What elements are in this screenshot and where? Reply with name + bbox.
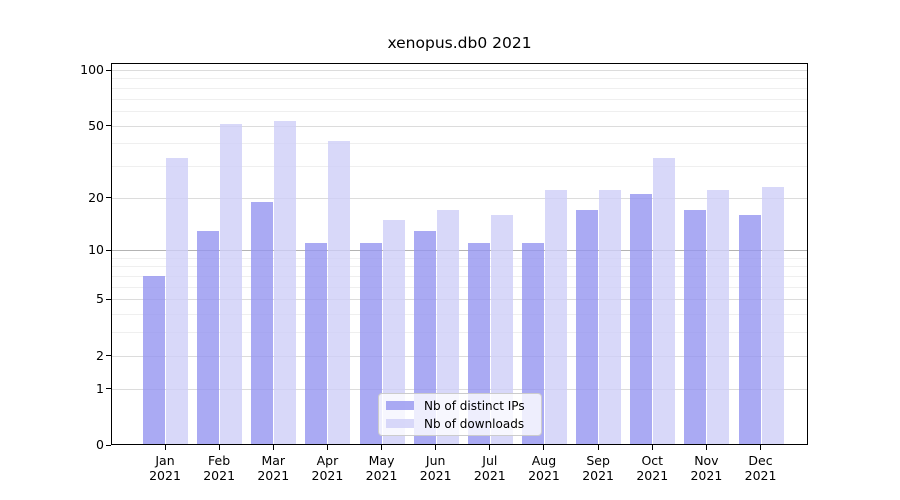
bar-downloads-feb: [220, 123, 243, 444]
gridline-minor-90: [112, 78, 807, 80]
x-tick-mark-mar: [272, 445, 274, 450]
y-tick-label-10: 10: [88, 242, 104, 258]
bar-downloads-jun: [436, 210, 459, 444]
y-tick-label-0: 0: [96, 437, 104, 452]
gridline-major-20: [112, 197, 807, 199]
gridline-minor-3: [112, 332, 807, 334]
gridline-minor-8: [112, 266, 807, 268]
bar-downloads-nov: [707, 190, 730, 444]
legend-swatch-downloads: [386, 419, 414, 428]
gridline-minor-60: [112, 110, 807, 112]
y-tick-label-100: 100: [80, 62, 104, 77]
gridline-minor-7: [112, 276, 807, 278]
bar-downloads-aug: [544, 190, 567, 444]
y-tick-label-2: 2: [96, 347, 104, 363]
bar-downloads-mar: [274, 120, 297, 444]
bar-downloads-sep: [599, 190, 622, 444]
bar-downloads-jan: [166, 158, 188, 444]
plot-area: [111, 63, 808, 445]
bar-distinct-ips-may: [359, 243, 382, 444]
x-tick-label-nov: Nov 2021: [690, 453, 723, 483]
y-tick-mark-20: [106, 197, 111, 199]
bar-downloads-may: [382, 219, 405, 444]
x-tick-label-jul: Jul 2021: [473, 453, 506, 483]
bar-downloads-jul: [490, 214, 513, 444]
gridline-minor-70: [112, 98, 807, 100]
bar-distinct-ips-sep: [576, 210, 599, 444]
bar-distinct-ips-oct: [630, 193, 653, 444]
y-tick-label-20: 20: [88, 189, 104, 205]
x-tick-mark-may: [381, 445, 383, 450]
gridline-minor-4: [112, 314, 807, 316]
bar-distinct-ips-feb: [197, 230, 220, 444]
x-tick-label-jan: Jan 2021: [149, 453, 181, 483]
y-tick-mark-2: [106, 355, 111, 357]
x-tick-label-feb: Feb 2021: [203, 453, 236, 483]
bar-distinct-ips-nov: [684, 210, 707, 444]
x-tick-mark-jun: [435, 445, 437, 450]
x-tick-mark-aug: [543, 445, 545, 450]
bar-downloads-oct: [653, 158, 676, 444]
x-tick-label-jun: Jun 2021: [419, 453, 452, 483]
gridline-minor-6: [112, 286, 807, 288]
x-tick-label-may: May 2021: [365, 453, 398, 483]
x-tick-mark-sep: [597, 445, 599, 450]
x-tick-mark-apr: [326, 445, 328, 450]
y-tick-mark-0: [106, 444, 111, 446]
chart-title: xenopus.db0 2021: [387, 34, 532, 52]
y-tick-label-5: 5: [96, 291, 104, 307]
legend-swatch-distinct-ips: [386, 401, 414, 410]
y-tick-mark-100: [106, 69, 111, 71]
gridline-major-50: [112, 125, 807, 127]
x-tick-mark-nov: [705, 445, 707, 450]
bar-distinct-ips-dec: [738, 214, 761, 444]
gridline-minor-80: [112, 87, 807, 89]
y-tick-label-50: 50: [88, 117, 104, 133]
x-tick-mark-feb: [218, 445, 220, 450]
gridline-major-100: [112, 70, 807, 71]
x-tick-label-mar: Mar 2021: [257, 453, 290, 483]
gridline-major-1: [112, 388, 807, 390]
x-tick-mark-dec: [760, 445, 762, 450]
gridline-major-5: [112, 299, 807, 301]
legend-label-distinct-ips: Nb of distinct IPs: [424, 398, 525, 413]
x-tick-label-dec: Dec 2021: [744, 453, 777, 483]
legend-item-downloads: Nb of downloads: [379, 415, 541, 432]
x-tick-mark-oct: [651, 445, 653, 450]
y-tick-mark-1: [106, 388, 111, 390]
legend-label-downloads: Nb of downloads: [424, 416, 525, 431]
y-tick-mark-10: [106, 249, 111, 251]
gridline-major-10: [112, 250, 807, 252]
bar-downloads-dec: [761, 186, 784, 444]
bar-downloads-apr: [328, 141, 351, 444]
x-tick-mark-jul: [489, 445, 491, 450]
legend: Nb of distinct IPs Nb of downloads: [378, 393, 542, 436]
x-tick-mark-jan: [164, 445, 166, 450]
x-tick-label-sep: Sep 2021: [582, 453, 615, 483]
gridline-minor-9: [112, 257, 807, 259]
gridline-minor-40: [112, 143, 807, 145]
y-tick-mark-50: [106, 125, 111, 127]
bar-distinct-ips-jan: [143, 276, 165, 444]
bar-distinct-ips-mar: [251, 201, 274, 444]
x-tick-label-apr: Apr 2021: [311, 453, 344, 483]
x-tick-label-aug: Aug 2021: [528, 453, 560, 483]
x-tick-label-oct: Oct 2021: [636, 453, 669, 483]
y-tick-label-1: 1: [96, 380, 104, 396]
y-tick-mark-5: [106, 298, 111, 300]
gridline-minor-30: [112, 165, 807, 167]
bar-distinct-ips-apr: [305, 243, 328, 444]
gridline-major-2: [112, 355, 807, 357]
legend-item-distinct-ips: Nb of distinct IPs: [379, 397, 541, 414]
bar-distinct-ips-jun: [413, 230, 436, 444]
